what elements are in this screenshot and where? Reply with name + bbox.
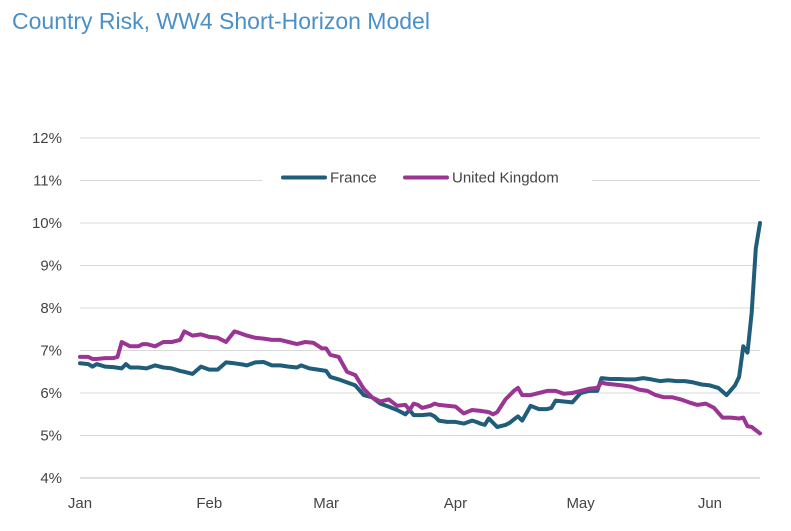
- legend-label-france: France: [330, 170, 377, 187]
- chart-title: Country Risk, WW4 Short-Horizon Model: [12, 8, 430, 34]
- y-tick-label: 7%: [40, 343, 62, 360]
- y-tick-label: 9%: [40, 258, 62, 275]
- x-axis-ticks: Jan Feb Mar Apr May Jun: [68, 495, 722, 512]
- y-tick-label: 11%: [33, 173, 62, 190]
- y-axis-ticks: 4% 5% 6% 7% 8% 9% 10% 11% 12%: [32, 130, 62, 487]
- x-tick-label: Feb: [196, 495, 222, 512]
- legend-label-united-kingdom: United Kingdom: [452, 170, 559, 187]
- x-tick-label: Jun: [698, 495, 722, 512]
- series-line-united-kingdom: [78, 329, 762, 436]
- x-tick-label: Jan: [68, 495, 92, 512]
- x-tick-label: Apr: [444, 495, 467, 512]
- gridlines: [80, 137, 760, 479]
- y-tick-label: 8%: [40, 300, 62, 317]
- y-tick-label: 12%: [32, 130, 62, 147]
- x-tick-label: Mar: [313, 495, 339, 512]
- series-line-france: [78, 221, 762, 429]
- series-lines: [78, 221, 762, 436]
- y-tick-label: 4%: [40, 470, 62, 487]
- legend: France United Kingdom: [262, 165, 592, 190]
- y-tick-label: 5%: [40, 428, 62, 445]
- x-tick-label: May: [566, 495, 595, 512]
- y-tick-label: 10%: [32, 215, 62, 232]
- y-tick-label: 6%: [40, 385, 62, 402]
